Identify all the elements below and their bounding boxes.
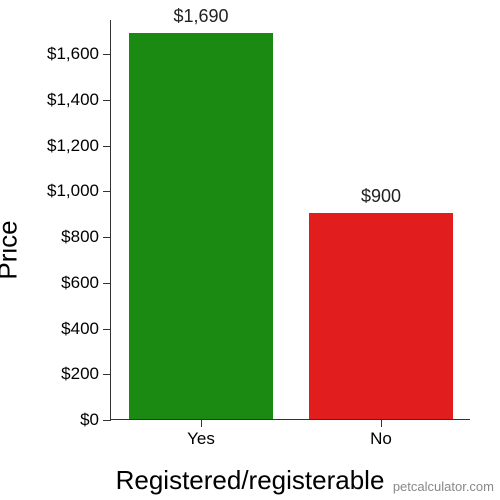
- bar-value-label: $900: [361, 186, 401, 207]
- y-tick-label: $1,400: [47, 90, 99, 110]
- y-tick-label: $200: [61, 364, 99, 384]
- y-tick-label: $800: [61, 227, 99, 247]
- y-tick-label: $1,000: [47, 181, 99, 201]
- y-tick: [103, 100, 111, 101]
- y-tick: [103, 420, 111, 421]
- y-tick: [103, 283, 111, 284]
- x-tick: [381, 419, 382, 427]
- bar-yes: $1,690: [129, 33, 273, 419]
- y-tick-label: $1,200: [47, 136, 99, 156]
- y-tick-label: $400: [61, 319, 99, 339]
- x-tick: [201, 419, 202, 427]
- y-tick-label: $0: [80, 410, 99, 430]
- bar-value-label: $1,690: [173, 6, 228, 27]
- y-tick-label: $600: [61, 273, 99, 293]
- watermark: petcalculator.com: [393, 479, 494, 494]
- y-tick: [103, 191, 111, 192]
- y-tick: [103, 54, 111, 55]
- y-tick: [103, 237, 111, 238]
- bar-no: $900: [309, 213, 453, 419]
- y-axis-label: Price: [0, 220, 24, 279]
- bar-chart: Price $0$200$400$600$800$1,000$1,200$1,4…: [0, 0, 500, 500]
- x-tick-label: No: [370, 429, 392, 449]
- y-tick: [103, 146, 111, 147]
- x-tick-label: Yes: [187, 429, 215, 449]
- plot-area: $0$200$400$600$800$1,000$1,200$1,400$1,6…: [110, 20, 470, 420]
- y-tick-label: $1,600: [47, 44, 99, 64]
- y-tick: [103, 329, 111, 330]
- y-tick: [103, 374, 111, 375]
